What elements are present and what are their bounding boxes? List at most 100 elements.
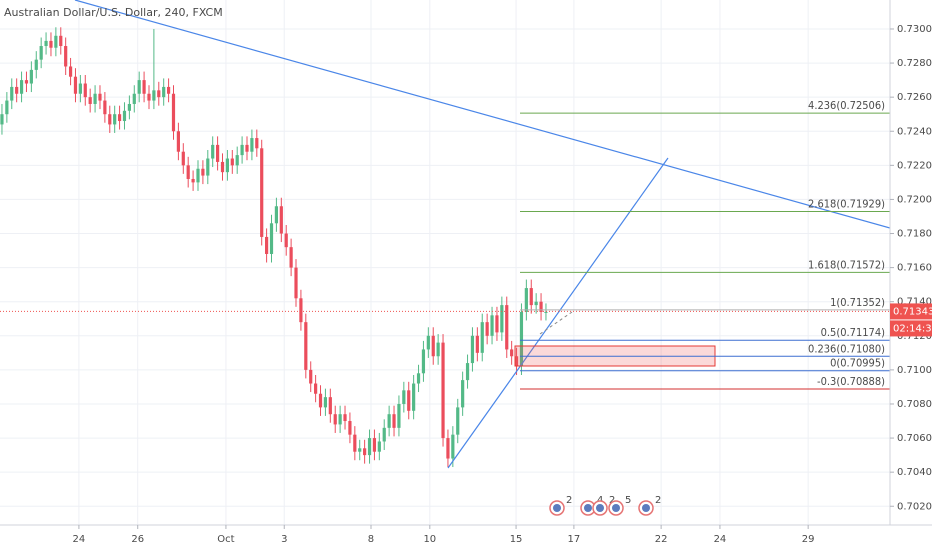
candle-body bbox=[314, 383, 318, 394]
candle-body bbox=[68, 66, 73, 77]
candle-body bbox=[441, 342, 445, 439]
candle-body bbox=[206, 158, 210, 176]
candle-body bbox=[529, 288, 533, 306]
candle-body bbox=[377, 441, 381, 452]
candle-body bbox=[353, 434, 357, 452]
candle-body bbox=[171, 93, 176, 132]
candle-body bbox=[230, 158, 234, 166]
x-tick-label: 29 bbox=[802, 534, 815, 545]
candle-body bbox=[15, 86, 19, 94]
candle-body bbox=[59, 35, 63, 47]
candle-body bbox=[19, 80, 24, 94]
candle-body bbox=[279, 206, 283, 234]
candle-body bbox=[363, 448, 367, 456]
candle-body bbox=[181, 151, 185, 166]
candle-body bbox=[88, 97, 92, 104]
candle-body bbox=[117, 114, 122, 122]
candle-body bbox=[113, 114, 117, 125]
x-tick-label: 8 bbox=[368, 534, 374, 545]
fib-label: 1(0.71352) bbox=[830, 296, 885, 309]
candle-body bbox=[73, 76, 78, 94]
candle-body bbox=[431, 335, 435, 357]
candle-body bbox=[44, 40, 48, 47]
candle-body bbox=[519, 311, 524, 367]
candle-body bbox=[289, 247, 293, 268]
fib-label: 1.618(0.71572) bbox=[808, 258, 885, 271]
candle-body bbox=[490, 315, 494, 336]
candle-body bbox=[152, 90, 156, 101]
candle-body bbox=[137, 80, 141, 94]
event-flag bbox=[553, 504, 561, 512]
fib-label: 2.618(0.71929) bbox=[808, 198, 885, 211]
candle-body bbox=[397, 403, 401, 428]
candle-body bbox=[274, 206, 279, 224]
candle-body bbox=[255, 138, 259, 149]
candle-body bbox=[446, 438, 450, 459]
candle-body bbox=[436, 342, 440, 357]
candle-body bbox=[524, 288, 528, 312]
fib-label: 0(0.70995) bbox=[830, 357, 885, 370]
candle-body bbox=[412, 383, 416, 411]
candle-body bbox=[392, 414, 396, 428]
fib-label: 0.5(0.71174) bbox=[821, 326, 886, 339]
candle-body bbox=[495, 315, 499, 333]
x-tick-label: 15 bbox=[510, 534, 523, 545]
candle-body bbox=[98, 93, 102, 101]
candle-body bbox=[225, 158, 230, 173]
candle-body bbox=[220, 161, 225, 173]
fib-label: 4.236(0.72506) bbox=[808, 99, 885, 112]
support-line bbox=[447, 157, 669, 469]
event-count: 2 bbox=[609, 495, 615, 506]
x-tick-label: 24 bbox=[73, 534, 86, 545]
candle-body bbox=[235, 155, 239, 166]
fib-label: 0.236(0.71080) bbox=[808, 342, 885, 355]
candle-body bbox=[323, 397, 328, 408]
candle-body bbox=[382, 427, 386, 442]
candle-body bbox=[534, 301, 538, 306]
candle-body bbox=[475, 335, 479, 353]
candle-body bbox=[157, 90, 161, 98]
candle-body bbox=[387, 414, 391, 428]
candle-body bbox=[402, 390, 406, 404]
candle-body bbox=[0, 114, 4, 125]
candle-body bbox=[245, 144, 249, 152]
candle-body bbox=[514, 356, 519, 367]
candle-body bbox=[103, 100, 107, 115]
candle-body bbox=[328, 397, 332, 415]
candle-body bbox=[132, 93, 136, 104]
y-tick-label: 0.73000 bbox=[897, 24, 932, 35]
candle-body bbox=[34, 59, 38, 70]
candle-body bbox=[93, 93, 97, 104]
candle-body bbox=[186, 165, 190, 179]
candle-body bbox=[191, 178, 195, 183]
candle-body bbox=[196, 168, 200, 183]
x-tick-label: Oct bbox=[217, 534, 234, 545]
x-tick-label: 26 bbox=[131, 534, 144, 545]
candle-body bbox=[338, 414, 342, 425]
x-tick-label: 24 bbox=[714, 534, 727, 545]
candle-body bbox=[309, 369, 313, 384]
price-badge bbox=[890, 303, 932, 320]
candle-body bbox=[421, 349, 426, 374]
x-tick-label: 3 bbox=[281, 534, 287, 545]
fib-label: -0.3(0.70888) bbox=[817, 375, 885, 388]
candle-body bbox=[250, 138, 254, 152]
event-flag bbox=[596, 504, 604, 512]
candle-body bbox=[333, 414, 337, 425]
candle-body bbox=[127, 103, 131, 111]
candle-body bbox=[64, 46, 68, 67]
candle-body bbox=[201, 168, 205, 176]
candle-body bbox=[5, 100, 9, 115]
candle-body bbox=[456, 407, 460, 435]
event-count: 5 bbox=[625, 495, 631, 506]
candle-body bbox=[24, 80, 29, 84]
candle-body bbox=[162, 86, 166, 98]
